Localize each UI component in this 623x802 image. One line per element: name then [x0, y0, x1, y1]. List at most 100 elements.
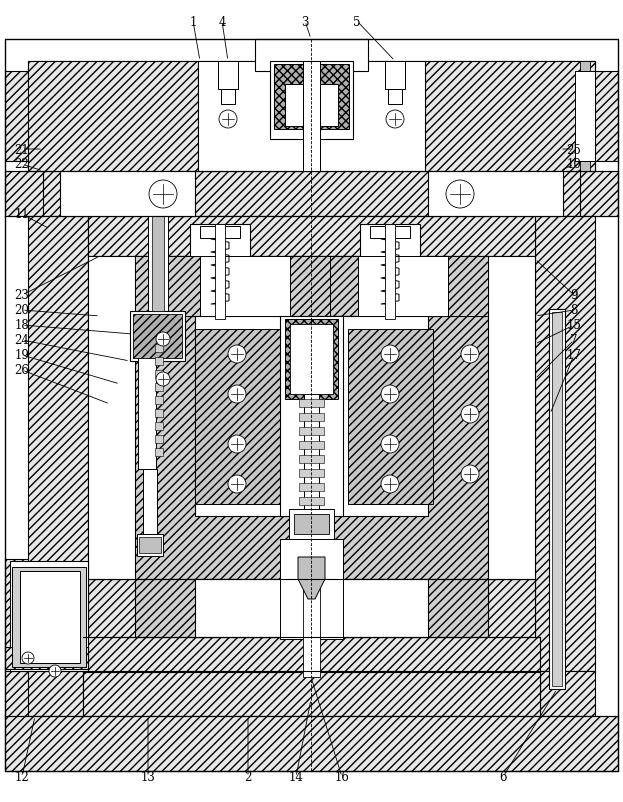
- Bar: [155, 371, 163, 379]
- Bar: [358, 257, 448, 317]
- Bar: [299, 441, 324, 449]
- Circle shape: [446, 180, 474, 209]
- Bar: [155, 396, 163, 404]
- Text: 17: 17: [566, 349, 581, 362]
- Bar: [580, 72, 618, 162]
- Text: 7: 7: [570, 334, 578, 347]
- Bar: [139, 537, 161, 553]
- Text: 9: 9: [570, 290, 578, 302]
- Bar: [148, 217, 168, 312]
- Text: 4: 4: [218, 15, 226, 28]
- Text: 12: 12: [14, 771, 29, 784]
- Bar: [143, 469, 157, 539]
- Bar: [303, 62, 320, 172]
- Bar: [200, 257, 290, 317]
- Polygon shape: [298, 557, 325, 599]
- Bar: [274, 65, 349, 130]
- Bar: [135, 579, 488, 638]
- Text: 26: 26: [14, 364, 29, 377]
- Bar: [285, 320, 338, 399]
- Text: 3: 3: [302, 15, 309, 28]
- Bar: [299, 484, 324, 492]
- Bar: [5, 559, 28, 674]
- Bar: [133, 314, 182, 358]
- Bar: [190, 225, 250, 317]
- Circle shape: [228, 346, 246, 363]
- Bar: [88, 257, 535, 579]
- Bar: [28, 62, 198, 172]
- Bar: [221, 90, 235, 105]
- Bar: [195, 579, 428, 638]
- Text: 21: 21: [14, 144, 29, 156]
- Text: 2: 2: [244, 771, 252, 784]
- Bar: [88, 579, 535, 671]
- Bar: [299, 469, 324, 477]
- Bar: [304, 395, 319, 520]
- Circle shape: [22, 652, 34, 664]
- Bar: [285, 85, 338, 127]
- Bar: [28, 217, 88, 671]
- Circle shape: [461, 346, 479, 363]
- Bar: [28, 671, 83, 716]
- Bar: [580, 172, 618, 217]
- Text: 16: 16: [335, 771, 350, 784]
- Bar: [155, 410, 163, 418]
- Circle shape: [156, 333, 170, 346]
- Bar: [428, 172, 563, 217]
- Bar: [5, 172, 43, 217]
- Bar: [5, 72, 43, 162]
- Circle shape: [381, 346, 399, 363]
- Bar: [5, 671, 88, 719]
- Circle shape: [461, 406, 479, 423]
- Bar: [388, 90, 402, 105]
- Text: 23: 23: [14, 290, 29, 302]
- Text: 15: 15: [566, 319, 581, 332]
- Circle shape: [381, 386, 399, 403]
- Bar: [155, 423, 163, 431]
- Bar: [299, 497, 324, 505]
- Bar: [28, 62, 595, 172]
- Bar: [552, 313, 562, 687]
- Bar: [270, 62, 353, 140]
- Bar: [218, 62, 238, 90]
- Text: 19: 19: [14, 349, 29, 362]
- Bar: [135, 257, 488, 317]
- Bar: [299, 399, 324, 407]
- Bar: [60, 172, 195, 217]
- Bar: [138, 339, 156, 469]
- Bar: [155, 435, 163, 444]
- Bar: [540, 671, 595, 716]
- Bar: [28, 172, 595, 217]
- Text: 14: 14: [288, 771, 303, 784]
- Circle shape: [381, 476, 399, 493]
- Bar: [195, 317, 428, 516]
- Text: 1: 1: [189, 15, 197, 28]
- Bar: [290, 257, 330, 317]
- Bar: [83, 638, 540, 672]
- Circle shape: [156, 373, 170, 387]
- Bar: [215, 225, 225, 320]
- Bar: [299, 427, 324, 435]
- Bar: [549, 310, 565, 689]
- Text: 13: 13: [141, 771, 155, 784]
- Text: 25: 25: [566, 144, 581, 156]
- Bar: [575, 72, 595, 162]
- Bar: [280, 317, 343, 516]
- Bar: [20, 571, 80, 663]
- Text: 24: 24: [14, 334, 29, 347]
- Bar: [155, 345, 163, 353]
- Bar: [155, 358, 163, 366]
- Bar: [289, 509, 334, 539]
- Bar: [290, 325, 333, 395]
- Text: 5: 5: [353, 15, 361, 28]
- Bar: [155, 383, 163, 391]
- Circle shape: [228, 435, 246, 453]
- Bar: [580, 62, 590, 172]
- Text: 22: 22: [14, 158, 29, 172]
- Bar: [28, 62, 198, 172]
- Circle shape: [219, 111, 237, 129]
- Bar: [299, 456, 324, 464]
- Bar: [425, 62, 595, 172]
- Bar: [88, 217, 535, 257]
- Bar: [370, 227, 410, 239]
